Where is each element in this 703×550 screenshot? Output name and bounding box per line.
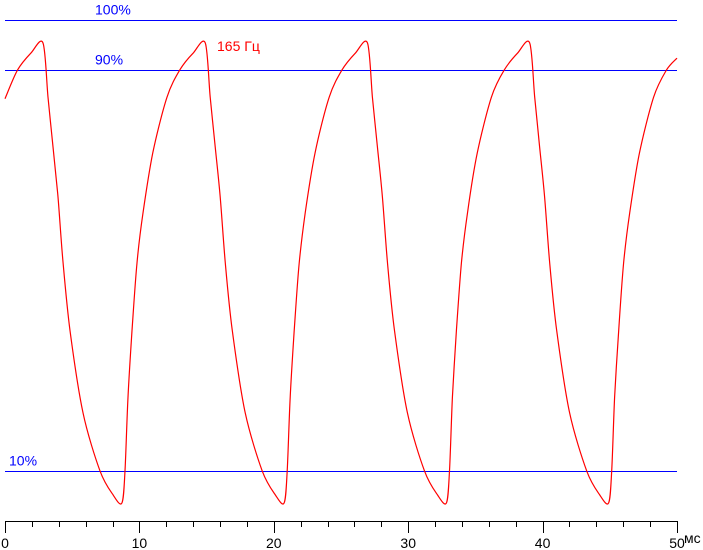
x-tick-label: 10 bbox=[132, 535, 148, 550]
x-tick-label: 0 bbox=[1, 535, 9, 550]
x-axis-label: мс bbox=[684, 530, 701, 546]
annotation-label: 165 Гц bbox=[217, 38, 260, 54]
reference-label: 100% bbox=[95, 2, 131, 18]
x-tick-label: 50 bbox=[669, 535, 685, 550]
series-line bbox=[4, 40, 678, 505]
x-axis: 0 10 20 30 40 50 bbox=[1, 521, 685, 550]
reference-label: 90% bbox=[95, 52, 123, 68]
reference-label: 10% bbox=[9, 453, 37, 469]
x-tick-label: 20 bbox=[266, 535, 282, 550]
x-tick-label: 40 bbox=[535, 535, 551, 550]
x-tick-label: 30 bbox=[400, 535, 416, 550]
